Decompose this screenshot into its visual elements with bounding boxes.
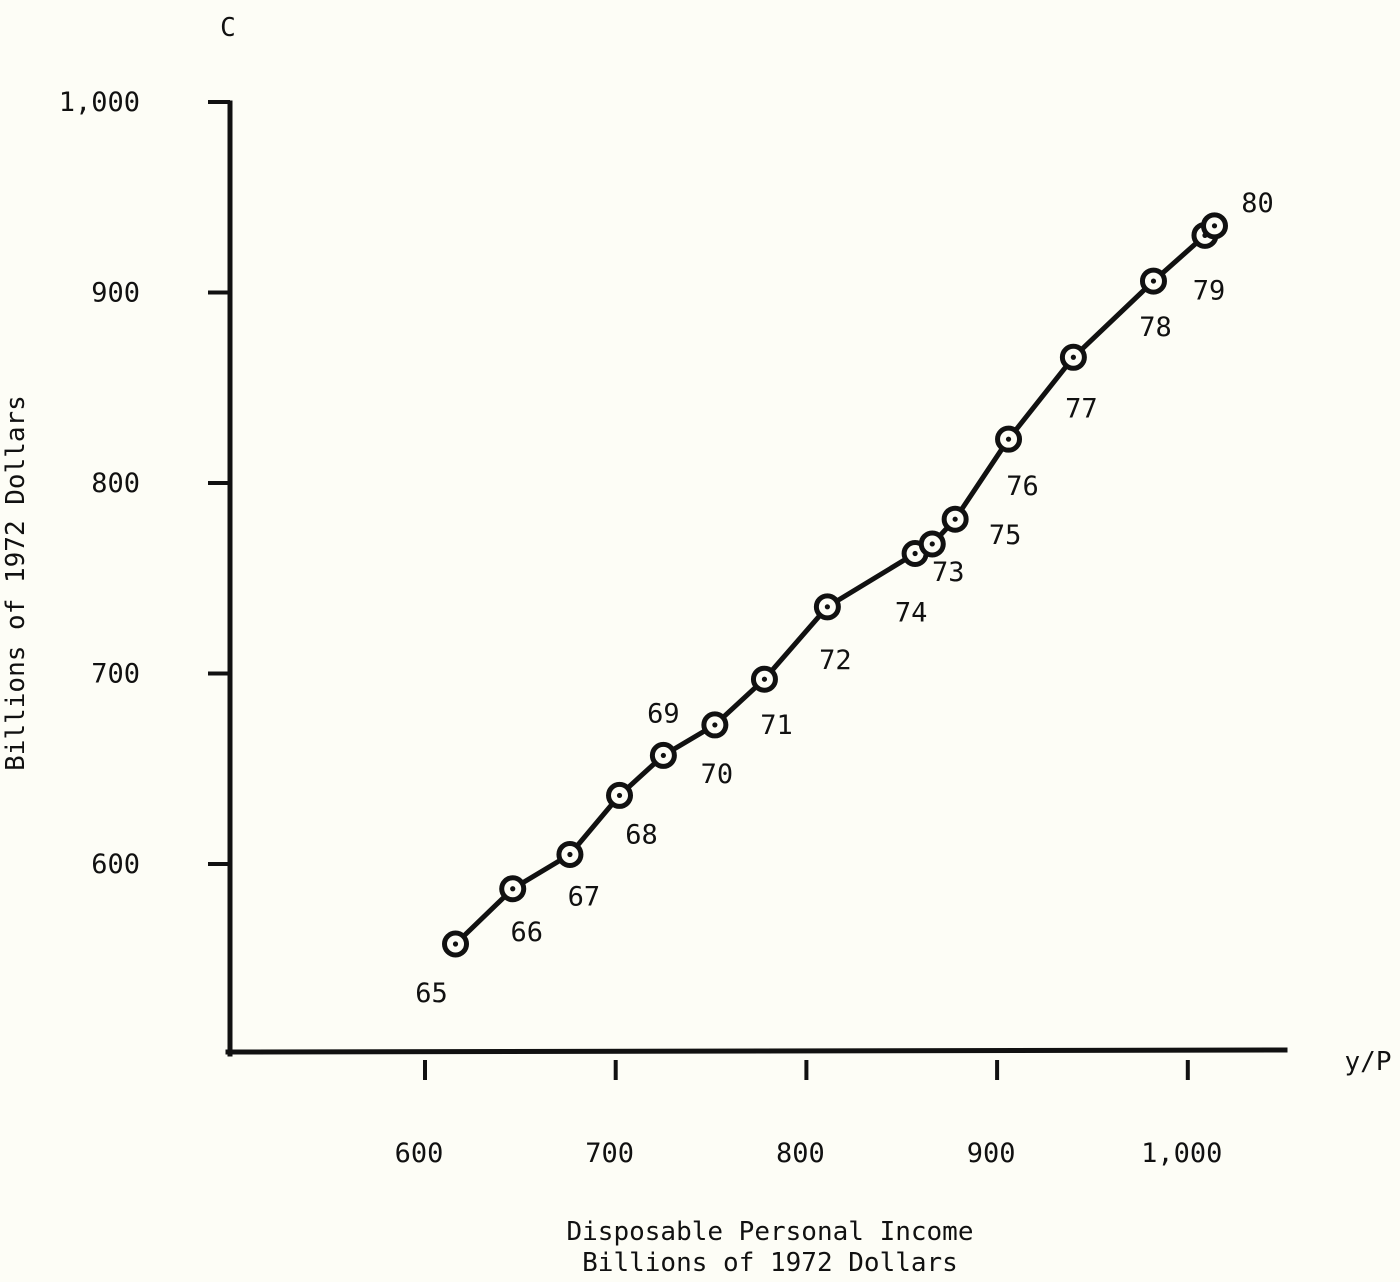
y-tick-label-800: 800 bbox=[91, 468, 140, 499]
point-center-68 bbox=[616, 792, 623, 799]
point-center-65 bbox=[452, 941, 459, 947]
point-label-75: 75 bbox=[989, 520, 1022, 551]
point-center-72 bbox=[824, 604, 830, 610]
point-center-71 bbox=[761, 676, 768, 682]
x-tick-label-1000: 1,000 bbox=[1141, 1138, 1222, 1169]
point-center-66 bbox=[510, 886, 516, 892]
point-center-76 bbox=[1005, 436, 1012, 442]
x-tick-label-800: 800 bbox=[776, 1138, 825, 1169]
point-label-72: 72 bbox=[819, 645, 852, 676]
point-center-75 bbox=[952, 516, 958, 522]
data-point-73 bbox=[918, 530, 946, 558]
point-label-67: 67 bbox=[568, 881, 601, 912]
point-center-67 bbox=[567, 851, 573, 858]
point-center-70 bbox=[712, 722, 718, 728]
x-axis-letter: y/P bbox=[1345, 1047, 1392, 1077]
point-center-78 bbox=[1150, 278, 1157, 284]
data-point-69 bbox=[649, 741, 677, 769]
data-point-77 bbox=[1059, 343, 1087, 371]
point-label-71: 71 bbox=[760, 710, 793, 741]
data-point-71 bbox=[750, 665, 778, 693]
point-label-78: 78 bbox=[1139, 312, 1172, 343]
data-point-72 bbox=[813, 593, 841, 621]
data-point-80 bbox=[1200, 212, 1228, 240]
point-center-73 bbox=[929, 541, 935, 547]
y-tick-label-900: 900 bbox=[91, 278, 140, 309]
axes bbox=[225, 100, 1288, 1057]
y-tick-label-1000: 1,000 bbox=[59, 87, 140, 118]
x-axis-title-line2: Billions of 1972 Dollars bbox=[582, 1248, 958, 1278]
x-axis-title-line1: Disposable Personal Income bbox=[567, 1217, 974, 1247]
series bbox=[442, 212, 1228, 958]
y-tick-label-700: 700 bbox=[91, 659, 140, 690]
point-label-79: 79 bbox=[1193, 275, 1226, 306]
series-line bbox=[453, 224, 1217, 946]
y-axis-letter: C bbox=[220, 13, 236, 43]
point-label-76: 76 bbox=[1006, 471, 1039, 502]
point-center-69 bbox=[660, 752, 666, 759]
point-center-74 bbox=[912, 550, 918, 557]
point-label-69: 69 bbox=[647, 698, 680, 729]
data-point-68 bbox=[606, 781, 634, 809]
data-point-67 bbox=[556, 840, 584, 868]
point-label-65: 65 bbox=[415, 978, 448, 1009]
point-center-80 bbox=[1211, 223, 1218, 229]
data-point-65 bbox=[442, 930, 470, 958]
point-label-77: 77 bbox=[1065, 393, 1098, 424]
x-tick-label-700: 700 bbox=[585, 1138, 634, 1169]
point-label-68: 68 bbox=[625, 819, 658, 850]
y-axis-title: Billions of 1972 Dollars bbox=[1, 395, 31, 771]
data-point-70 bbox=[701, 711, 729, 739]
x-axis-line bbox=[225, 1047, 1288, 1055]
y-tick-label-600: 600 bbox=[91, 849, 140, 880]
point-label-66: 66 bbox=[510, 917, 543, 948]
point-center-77 bbox=[1070, 354, 1076, 360]
data-point-78 bbox=[1139, 267, 1167, 295]
point-label-74: 74 bbox=[895, 597, 928, 628]
x-tick-label-900: 900 bbox=[967, 1138, 1016, 1169]
point-label-80: 80 bbox=[1241, 188, 1274, 219]
point-label-73: 73 bbox=[932, 557, 965, 588]
point-label-70: 70 bbox=[701, 759, 734, 790]
data-point-75 bbox=[941, 505, 969, 533]
data-point-66 bbox=[499, 875, 527, 903]
x-tick-label-600: 600 bbox=[395, 1138, 444, 1169]
ticks: 600 700 800 900 1,000 600 700 800 900 1,000 bbox=[59, 87, 1223, 1169]
data-point-76 bbox=[995, 425, 1023, 453]
